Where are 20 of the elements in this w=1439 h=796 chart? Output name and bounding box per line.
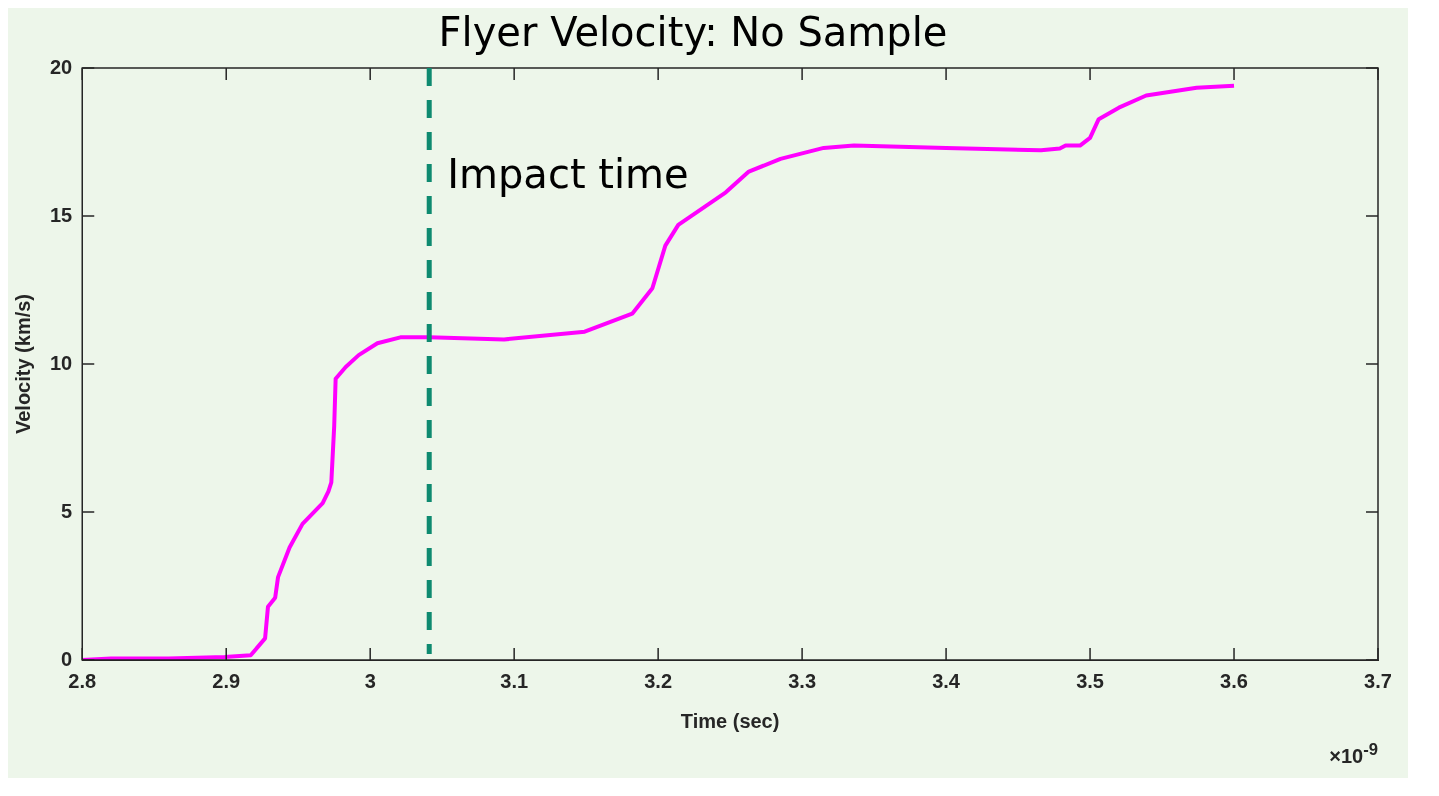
x-tick-label: 3.6 bbox=[1220, 669, 1248, 692]
text: ×10$^{-9}$ bbox=[1329, 740, 1378, 768]
ref-line-label: Impact time bbox=[447, 151, 689, 198]
y-tick-label: 5 bbox=[61, 499, 73, 522]
x-tick-label: 3.3 bbox=[788, 669, 817, 692]
x-tick-label: 3.5 bbox=[1076, 669, 1104, 692]
y-tick-label: 15 bbox=[50, 203, 73, 226]
x-tick-label: 2.9 bbox=[212, 669, 241, 692]
chart-title: Flyer Velocity: No Sample bbox=[438, 9, 948, 56]
y-axis-title: Velocity (km/s) bbox=[11, 293, 34, 435]
y-tick-label: 0 bbox=[61, 647, 73, 670]
x-tick-label: 3.4 bbox=[932, 669, 961, 692]
x-tick-label: 2.8 bbox=[68, 669, 97, 692]
x-tick-label: 3 bbox=[364, 669, 376, 692]
y-tick-label: 10 bbox=[50, 351, 73, 374]
x-tick-label: 3.1 bbox=[500, 669, 529, 692]
x-tick-label: 3.2 bbox=[644, 669, 673, 692]
x-axis-title: Time (sec) bbox=[680, 709, 780, 732]
y-tick-label: 20 bbox=[50, 55, 73, 78]
x-tick-label: 3.7 bbox=[1364, 669, 1392, 692]
